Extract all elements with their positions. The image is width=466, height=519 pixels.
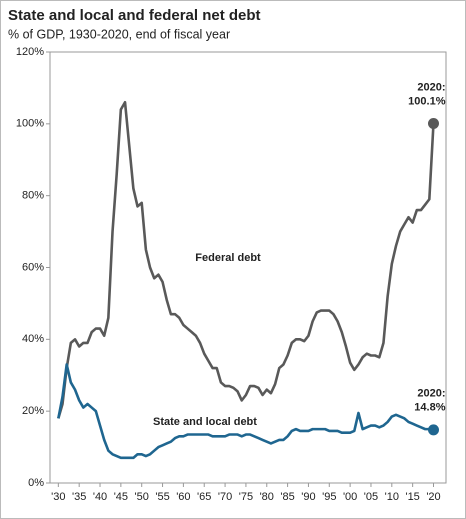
end-annotation: 2020: (417, 81, 445, 93)
series-label: Federal debt (195, 252, 261, 264)
x-tick-label: '50 (135, 491, 149, 503)
x-tick-label: '00 (343, 491, 357, 503)
x-tick-label: '15 (405, 491, 419, 503)
end-point (427, 424, 439, 436)
end-annotation: 100.1% (408, 95, 446, 107)
y-tick-label: 120% (16, 46, 44, 58)
x-tick-label: '45 (114, 491, 128, 503)
x-tick-label: '80 (260, 491, 274, 503)
x-tick-label: '75 (239, 491, 253, 503)
series-line (57, 363, 434, 460)
x-tick-label: '20 (426, 491, 440, 503)
end-annotation: 14.8% (414, 402, 445, 414)
x-tick-label: '95 (322, 491, 336, 503)
x-tick-label: '55 (155, 491, 169, 503)
x-tick-label: '90 (301, 491, 315, 503)
x-tick-label: '70 (218, 491, 232, 503)
y-tick-label: 60% (22, 261, 44, 273)
x-tick-label: '35 (72, 491, 86, 503)
x-tick-label: '10 (385, 491, 399, 503)
x-tick-label: '65 (197, 491, 211, 503)
end-point (427, 117, 439, 129)
x-tick-label: '40 (93, 491, 107, 503)
chart-title: State and local and federal net debt (8, 7, 261, 24)
y-tick-label: 20% (22, 405, 44, 417)
end-annotation: 2020: (417, 388, 445, 400)
chart-subtitle: % of GDP, 1930-2020, end of fiscal year (8, 27, 230, 41)
y-tick-label: 40% (22, 333, 44, 345)
y-tick-label: 100% (16, 118, 44, 130)
x-tick-label: '85 (280, 491, 294, 503)
x-tick-label: '30 (51, 491, 65, 503)
x-tick-label: '05 (364, 491, 378, 503)
y-tick-label: 0% (28, 477, 44, 489)
y-tick-label: 80% (22, 190, 44, 202)
x-tick-label: '60 (176, 491, 190, 503)
series-line (57, 100, 435, 419)
series-label: State and local debt (153, 416, 257, 428)
